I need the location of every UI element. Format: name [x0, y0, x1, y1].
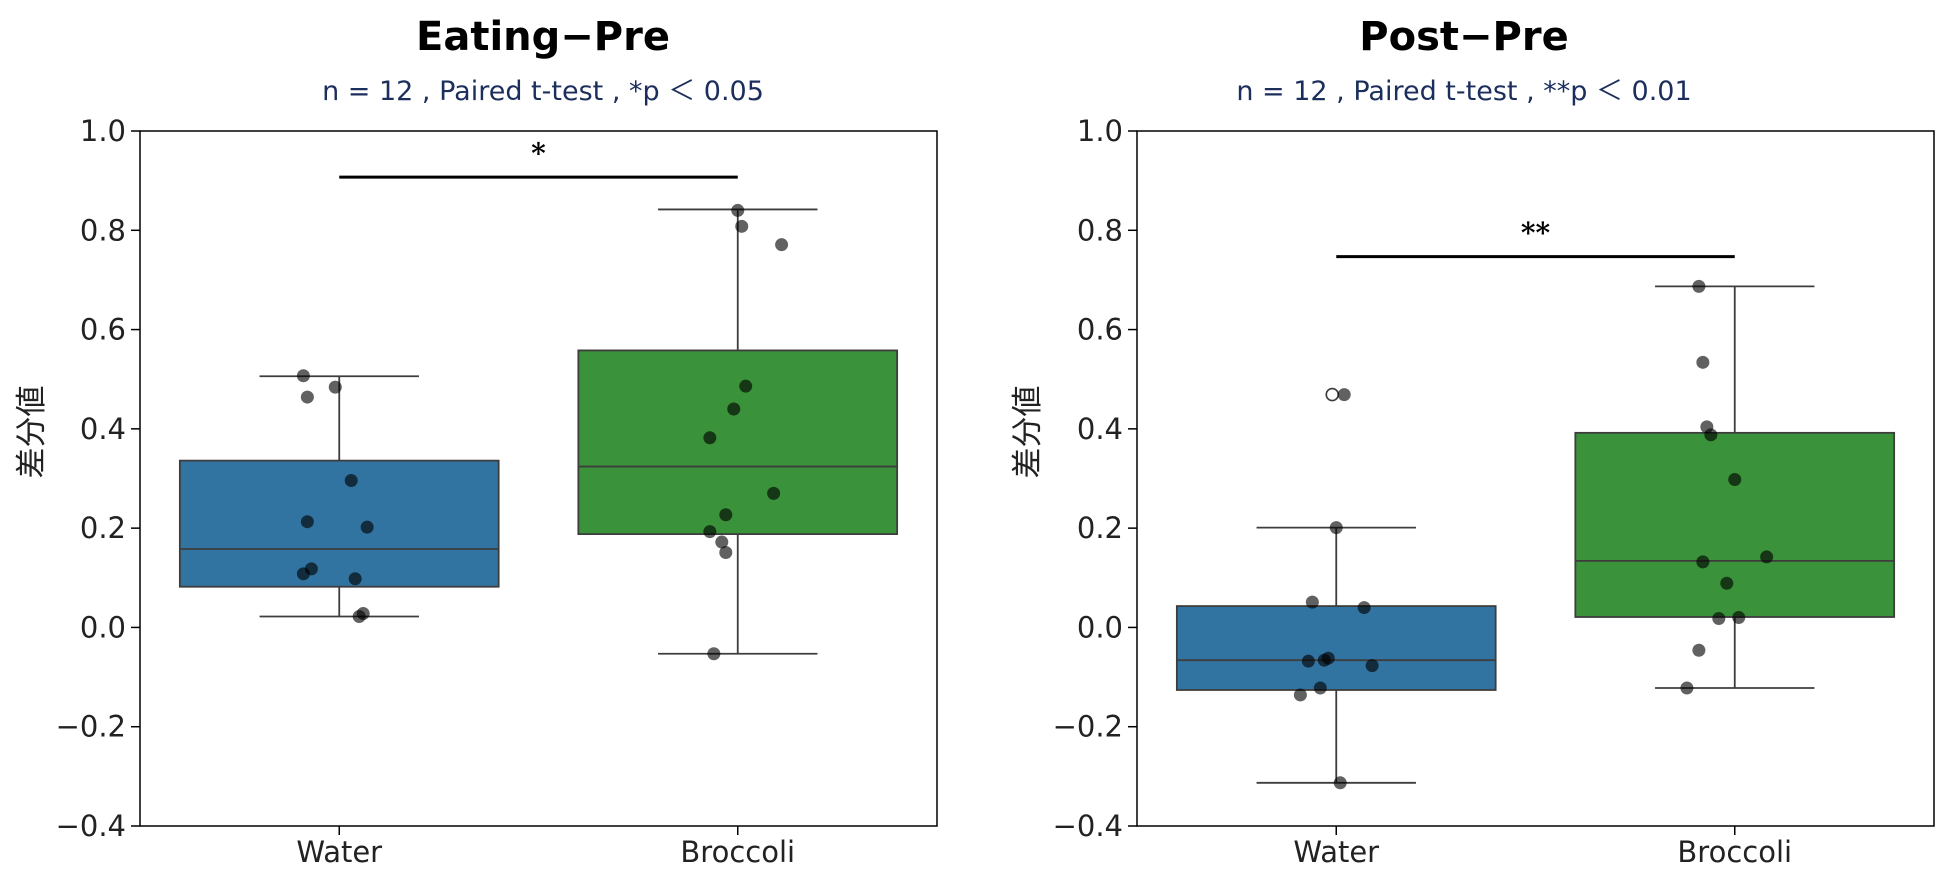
plot-frame [1136, 130, 1935, 827]
plot-frame [139, 130, 938, 827]
data-point [1692, 643, 1706, 657]
data-point [1301, 654, 1315, 668]
data-point [1333, 776, 1347, 790]
data-point [1696, 355, 1710, 369]
data-point [707, 647, 721, 661]
data-point [727, 402, 741, 416]
data-point [775, 238, 789, 252]
data-point [735, 219, 749, 233]
box-broccoli [1574, 431, 1896, 618]
significance-label: * [531, 137, 546, 170]
y-tick-label: 1.0 [80, 114, 126, 148]
data-point [1305, 595, 1319, 609]
y-axis-label: 差分値 [14, 386, 50, 479]
y-tick-label: 0.6 [80, 313, 126, 347]
data-point [1365, 659, 1379, 673]
data-point [1732, 611, 1746, 624]
y-tick-label: 0.4 [80, 412, 126, 446]
data-point [1293, 688, 1307, 702]
data-point [715, 535, 729, 549]
chart-subtitle: n = 12 , Paired t-test , **p ＜ 0.01 [1236, 76, 1691, 107]
significance-label: ** [1521, 217, 1551, 250]
y-tick-label: 0.8 [80, 213, 126, 247]
box-water [178, 459, 500, 588]
outlier-marker [1325, 387, 1340, 402]
y-tick-label: 0.2 [80, 511, 126, 545]
data-point [1712, 611, 1726, 625]
data-point [352, 610, 366, 624]
y-tick-label: 1.0 [1077, 114, 1123, 148]
data-point [1317, 653, 1331, 667]
data-point [767, 486, 781, 500]
data-point [328, 380, 342, 394]
data-point [1692, 279, 1706, 293]
chart-subtitle: n = 12 , Paired t-test , *p ＜ 0.05 [322, 76, 764, 107]
box-broccoli [577, 349, 899, 535]
y-tick-label: 0.8 [1077, 213, 1123, 247]
data-point [1337, 388, 1351, 402]
data-point [719, 545, 733, 559]
data-point [719, 508, 733, 522]
data-point [703, 431, 717, 445]
y-tick-label: −0.2 [56, 710, 126, 744]
data-point [1357, 601, 1371, 615]
data-point [296, 369, 310, 383]
data-point [703, 525, 717, 539]
data-point [1704, 428, 1718, 442]
y-tick-label: 0.0 [80, 610, 126, 644]
data-point [348, 572, 362, 586]
panel-post-pre: Post−Pre n = 12 , Paired t-test , **p ＜ … [1010, 14, 1935, 869]
data-point [731, 203, 745, 217]
panel-eating-pre: Eating−Pre n = 12 , Paired t-test , *p ＜… [14, 14, 938, 869]
data-point [300, 515, 314, 529]
data-point [739, 379, 753, 393]
y-axis-label: 差分値 [1010, 386, 1046, 479]
box-water [1175, 605, 1497, 691]
chart-title: Eating−Pre [416, 14, 670, 60]
data-point [1329, 521, 1343, 535]
data-point [1313, 681, 1327, 695]
y-tick-label: 0.6 [1077, 313, 1123, 347]
y-tick-label: 0.0 [1077, 610, 1123, 644]
x-tick-label: Broccoli [1677, 835, 1792, 869]
data-point [296, 567, 310, 581]
y-tick-label: −0.2 [1053, 710, 1123, 744]
data-point [1760, 550, 1774, 564]
data-point [344, 473, 358, 487]
x-tick-label: Broccoli [680, 835, 795, 869]
x-tick-label: Water [1293, 835, 1379, 869]
data-point [300, 390, 314, 404]
data-point [1728, 472, 1742, 486]
y-tick-label: 0.2 [1077, 511, 1123, 545]
data-point [1680, 681, 1694, 695]
x-tick-label: Water [296, 835, 382, 869]
chart-title: Post−Pre [1359, 14, 1568, 60]
data-point [1696, 555, 1710, 569]
y-tick-label: −0.4 [56, 809, 126, 843]
data-point [1720, 576, 1734, 590]
data-point [360, 520, 374, 534]
y-tick-label: −0.4 [1053, 809, 1123, 843]
y-tick-label: 0.4 [1077, 412, 1123, 446]
